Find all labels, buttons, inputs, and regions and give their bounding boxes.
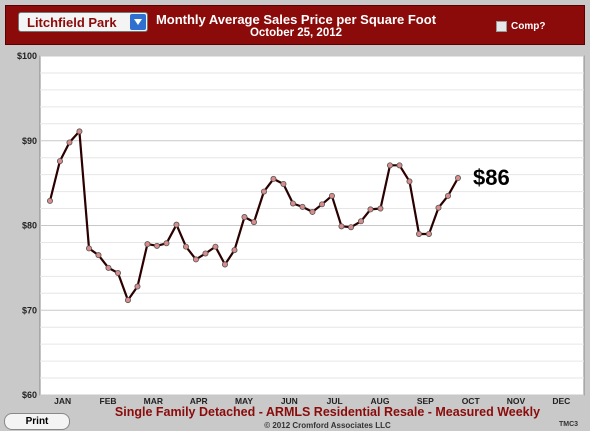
data-point (396, 162, 403, 169)
data-point (144, 241, 151, 248)
data-point (289, 200, 296, 207)
data-point (241, 214, 248, 221)
location-select-value: Litchfield Park (27, 15, 117, 30)
header-bar: Litchfield Park Monthly Average Sales Pr… (5, 5, 585, 45)
data-point (231, 247, 238, 254)
data-point (280, 180, 287, 187)
data-point (415, 230, 422, 237)
print-button[interactable]: Print (4, 413, 70, 430)
data-point (192, 256, 199, 263)
y-tick-label: $90 (22, 136, 37, 146)
chart-code: TMC3 (559, 421, 579, 428)
location-select[interactable]: Litchfield Park (18, 12, 148, 32)
data-point (124, 297, 131, 304)
comp-toggle[interactable]: Comp? (496, 21, 545, 32)
chevron-down-icon[interactable] (130, 14, 146, 30)
data-point (66, 139, 73, 146)
data-point (425, 230, 432, 237)
x-tick-label: JAN (54, 396, 71, 405)
data-point (76, 128, 83, 135)
copyright-text: © 2012 Cromford Associates LLC (264, 421, 391, 430)
data-point (406, 178, 413, 185)
x-tick-label: MAR (144, 396, 163, 405)
data-point (173, 221, 180, 228)
y-tick-label: $100 (17, 51, 37, 61)
x-tick-label: AUG (371, 396, 390, 405)
price-chart: $60 $70 $80 $90 $100 JAN FEB MAR APR MAY JUN JUL AUG… (17, 51, 585, 405)
data-point (134, 283, 141, 290)
data-point (347, 224, 354, 231)
y-tick-label: $80 (22, 221, 37, 231)
data-point (212, 243, 219, 250)
data-point (46, 197, 53, 204)
comp-label: Comp? (511, 21, 546, 32)
data-point (114, 269, 121, 276)
data-point (338, 223, 345, 230)
data-point (299, 203, 306, 210)
y-tick-label: $60 (22, 390, 37, 400)
chart-subtitle: Single Family Detached - ARMLS Residenti… (114, 405, 541, 419)
comp-checkbox[interactable] (496, 21, 507, 32)
data-point (377, 205, 384, 212)
x-tick-label: JUL (327, 396, 343, 405)
data-point (454, 175, 461, 182)
data-point (444, 192, 451, 199)
data-point (270, 175, 277, 182)
data-point (260, 188, 267, 195)
x-tick-label: FEB (100, 396, 117, 405)
data-point (309, 208, 316, 215)
data-point (328, 192, 335, 199)
data-point (95, 252, 102, 259)
page-title: Monthly Average Sales Price per Square F… (155, 12, 437, 27)
data-point (221, 261, 228, 268)
data-point (153, 242, 160, 249)
x-tick-label: JUN (281, 396, 298, 405)
data-point (357, 218, 364, 225)
y-tick-label: $70 (22, 305, 37, 315)
data-point (318, 201, 325, 208)
x-tick-label: DEC (552, 396, 570, 405)
data-point (202, 250, 209, 257)
page-date: October 25, 2012 (249, 27, 343, 39)
x-tick-label: APR (190, 396, 208, 405)
data-point (163, 240, 170, 247)
x-tick-label: MAY (235, 396, 253, 405)
x-tick-label: NOV (507, 396, 526, 405)
data-point (56, 158, 63, 165)
data-point (85, 245, 92, 252)
x-tick-label: SEP (417, 396, 434, 405)
data-point (250, 219, 257, 226)
data-point (105, 264, 112, 271)
data-point (182, 243, 189, 250)
x-tick-label: OCT (462, 396, 481, 405)
data-point (386, 162, 393, 169)
current-value-callout: $86 (473, 165, 510, 190)
data-point (367, 206, 374, 213)
data-point (435, 204, 442, 211)
